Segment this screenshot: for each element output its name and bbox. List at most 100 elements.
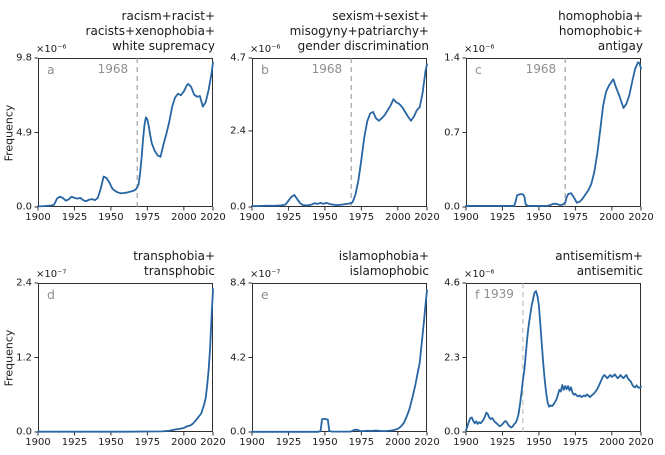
panel-a: racism+racist+ racists+xenophobia+ white… — [3, 9, 226, 223]
y-axis-exponent: ×10⁻⁶ — [36, 44, 67, 55]
panel-letter: a — [47, 62, 55, 77]
x-tick-label: 2000 — [599, 437, 625, 448]
panel-e-title: islamophobia+ islamophobic — [339, 249, 429, 279]
x-tick-label: 2000 — [385, 437, 411, 448]
title-line: transphobic — [144, 264, 215, 278]
y-tick-label: 2.4 — [230, 125, 246, 137]
x-tick-label: 2020 — [200, 212, 226, 223]
y-tick-label: 0.0 — [230, 201, 246, 213]
x-tick-label: 1975 — [134, 437, 161, 448]
x-tick-label: 1950 — [312, 437, 338, 448]
title-line: homophobic+ — [558, 24, 643, 38]
x-tick-label: 1975 — [562, 437, 589, 448]
panel-letter: e — [261, 287, 269, 302]
frequency-line — [37, 61, 214, 208]
frequency-line — [251, 289, 428, 433]
title-line: gender discrimination — [297, 39, 429, 53]
frequency-axis-label: Frequency — [2, 104, 16, 161]
y-tick-label: 0.0 — [16, 201, 32, 213]
y-tick-label: 4.7 — [230, 52, 246, 64]
title-line: white supremacy — [112, 39, 215, 53]
vline-year-label: 1968 — [311, 62, 343, 76]
y-tick-label: 2.4 — [16, 277, 32, 289]
y-tick-label: 8.4 — [230, 277, 246, 289]
y-axis-exponent: ×10⁻⁶ — [250, 44, 281, 55]
x-tick-label: 1975 — [348, 437, 375, 448]
panel-b: sexism+sexist+ misogyny+patriarchy+ gend… — [230, 9, 440, 223]
y-tick-label: 0.0 — [444, 426, 460, 438]
y-axis-exponent: ×10⁻⁷ — [250, 269, 281, 280]
x-tick-label: 1950 — [98, 212, 124, 223]
title-line: islamophobia+ — [338, 249, 429, 263]
y-tick-label: 2.3 — [444, 352, 460, 363]
panel-a-title: racism+racist+ racists+xenophobia+ white… — [86, 9, 215, 54]
x-tick-label: 1925 — [489, 437, 516, 448]
axes-spines — [252, 283, 427, 432]
x-tick-label: 1900 — [239, 437, 265, 448]
title-line: antigay — [597, 39, 643, 53]
y-axis-exponent: ×10⁻⁶ — [464, 44, 495, 55]
frequency-line — [37, 288, 214, 433]
x-tick-label: 1925 — [61, 212, 88, 223]
y-tick-label: 1.4 — [444, 52, 460, 64]
panel-f: antisemitism+ antisemitic ×10⁻⁶ f 1939 1… — [444, 249, 654, 448]
frequency-axis-label: Frequency — [2, 329, 16, 386]
vline-year-label: 1968 — [97, 62, 129, 76]
plot-area — [34, 282, 214, 436]
panel-f-title: antisemitism+ antisemitic — [555, 249, 643, 279]
x-tick-label: 1975 — [134, 212, 161, 223]
panel-c-title: homophobia+ homophobic+ antigay — [558, 9, 643, 54]
x-tick-label: 2000 — [171, 437, 197, 448]
x-tick-label: 1975 — [562, 212, 589, 223]
frequency-line — [465, 61, 642, 207]
panel-d-title: transphobia+ transphobic — [133, 249, 215, 279]
x-tick-label: 2020 — [414, 212, 440, 223]
x-tick-label: 2020 — [628, 437, 654, 448]
vline-year-label: 1968 — [525, 62, 557, 76]
y-tick-label: 1.2 — [16, 352, 32, 363]
x-tick-label: 1950 — [526, 212, 552, 223]
axes-spines — [466, 58, 641, 207]
title-line: antisemitic — [576, 264, 643, 278]
x-tick-label: 1975 — [348, 212, 375, 223]
panel-letter: f — [475, 287, 480, 302]
axes-spines — [38, 58, 213, 207]
y-tick-label: 4.9 — [16, 127, 32, 138]
x-tick-label: 2020 — [200, 437, 226, 448]
y-tick-label: 0.0 — [16, 426, 32, 438]
panel-d: transphobia+ transphobic ×10⁻⁷ d Frequen… — [3, 249, 226, 448]
x-tick-label: 2000 — [171, 212, 197, 223]
y-axis-exponent: ×10⁻⁶ — [464, 269, 495, 280]
x-tick-label: 2020 — [414, 437, 440, 448]
x-tick-label: 1900 — [25, 437, 51, 448]
title-line: racists+xenophobia+ — [85, 24, 215, 38]
y-axis-exponent: ×10⁻⁷ — [36, 269, 67, 280]
panel-c: homophobia+ homophobic+ antigay ×10⁻⁶ c … — [444, 9, 654, 223]
x-tick-label: 1900 — [453, 437, 479, 448]
y-tick-label: 9.8 — [16, 52, 32, 64]
x-tick-label: 2020 — [628, 212, 654, 223]
title-line: misogyny+patriarchy+ — [289, 24, 429, 38]
frequency-line — [251, 63, 428, 207]
vline-year-label: 1939 — [483, 287, 514, 301]
title-line: sexism+sexist+ — [332, 9, 429, 23]
x-tick-label: 2000 — [385, 212, 411, 223]
x-tick-label: 1900 — [239, 212, 265, 223]
plot-area — [248, 57, 428, 211]
plot-area — [462, 282, 642, 436]
title-line: antisemitism+ — [555, 249, 643, 263]
x-tick-label: 2000 — [599, 212, 625, 223]
title-line: transphobia+ — [133, 249, 215, 263]
axes-spines — [466, 283, 641, 432]
x-tick-label: 1900 — [453, 212, 479, 223]
y-tick-label: 0.0 — [230, 426, 246, 438]
title-line: homophobia+ — [558, 9, 643, 23]
plot-area — [248, 282, 428, 436]
x-tick-label: 1925 — [61, 437, 88, 448]
x-tick-label: 1925 — [275, 212, 302, 223]
x-tick-label: 1925 — [489, 212, 516, 223]
x-tick-label: 1950 — [98, 437, 124, 448]
x-tick-label: 1925 — [275, 437, 302, 448]
plot-area — [462, 57, 642, 211]
